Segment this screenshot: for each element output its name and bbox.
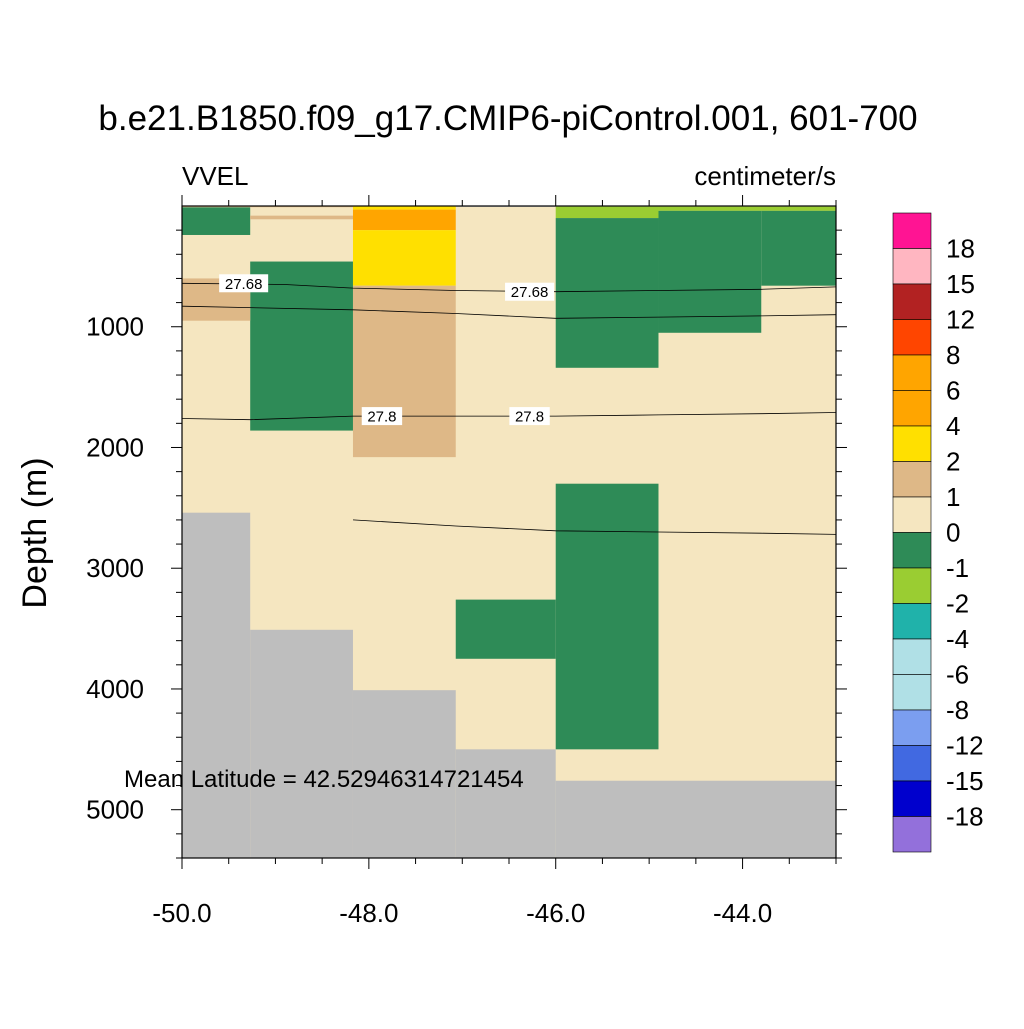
- colorbar-label: 8: [946, 340, 960, 370]
- bathymetry-block-3: [455, 749, 556, 858]
- axes: -50.0 -48.0 -46.0 -44.0 1000 2000 3000 4000 5000: [86, 195, 847, 928]
- colorbar-box-12: [892, 638, 932, 675]
- bathymetry-block-2: [352, 690, 456, 858]
- contour-cell-2: [182, 206, 353, 208]
- colorbar-box-3: [892, 319, 932, 356]
- contour-cell-6: [352, 209, 456, 231]
- contour-cell-1: [250, 215, 353, 220]
- bathymetry-block-4: [555, 780, 836, 858]
- isoline-label-box-2: [361, 407, 403, 426]
- x-tick-label: -44.0: [713, 898, 772, 928]
- colorbar-box-6: [892, 425, 932, 462]
- colorbar-box-4: [892, 354, 932, 391]
- contour-cell-16: [455, 599, 556, 659]
- colorbar-box-7: [892, 461, 932, 498]
- colorbar-label: -12: [946, 731, 984, 761]
- colorbar-label: 1: [946, 482, 960, 512]
- contour-cell-5: [352, 206, 456, 210]
- contour-cell-15: [555, 483, 659, 750]
- density-isoline-1: [182, 305, 836, 319]
- colorbar-box-5: [892, 390, 932, 427]
- colorbar-label: -18: [946, 802, 984, 832]
- isoline-label-0: 27.68: [225, 276, 263, 293]
- x-tick-label: -46.0: [526, 898, 585, 928]
- colorbar-label: -2: [946, 589, 969, 619]
- colorbar-label: 6: [946, 376, 960, 406]
- colorbar-label: -15: [946, 766, 984, 796]
- colorbar-box-2: [892, 283, 932, 320]
- chart-title: b.e21.B1850.f09_g17.CMIP6-piControl.001,…: [98, 99, 917, 138]
- isoline-label-3: 27.8: [515, 409, 544, 426]
- isoline-label-2: 27.8: [367, 409, 396, 426]
- colorbar-box-8: [892, 496, 932, 533]
- y-tick-label: 4000: [86, 674, 144, 704]
- units-label: centimeter/s: [694, 161, 836, 191]
- colorbar-label: -6: [946, 660, 969, 690]
- density-isoline-2: [182, 412, 836, 421]
- colorbar-box-10: [892, 567, 932, 604]
- colorbar-box-13: [892, 674, 932, 711]
- x-tick-label: -48.0: [339, 898, 398, 928]
- colorbar-box-9: [892, 532, 932, 569]
- contour-cell-12: [555, 218, 659, 368]
- contour-cell-10: [555, 206, 659, 219]
- colorbar-label: 2: [946, 447, 960, 477]
- contour-cell-14: [761, 210, 836, 286]
- colorbar-label: 15: [946, 269, 975, 299]
- x-tick-label: -50.0: [152, 898, 211, 928]
- contour-cell-8: [352, 285, 456, 458]
- isoline-label-box-0: [219, 274, 269, 293]
- variable-label: VVEL: [182, 161, 249, 191]
- plot-area: 27.68 27.68 27.8 27.8: [182, 206, 836, 858]
- y-tick-label: 1000: [86, 312, 144, 342]
- y-tick-label: 2000: [86, 432, 144, 462]
- mean-latitude-annotation: Mean Latitude = 42.52946314721454: [124, 766, 524, 793]
- bathymetry-block-1: [250, 629, 353, 858]
- colorbar-box-16: [892, 780, 932, 817]
- colorbar-box-17: [892, 816, 932, 853]
- colorbar-box-14: [892, 709, 932, 746]
- y-axis-label: Depth (m): [16, 457, 54, 608]
- colorbar-label: -8: [946, 695, 969, 725]
- contour-cell-0: [182, 207, 251, 235]
- colorbar-box-1: [892, 248, 932, 285]
- colorbar-label: 12: [946, 305, 975, 335]
- colorbar-label: -1: [946, 553, 969, 583]
- y-tick-label: 3000: [86, 553, 144, 583]
- y-tick-label: 5000: [86, 795, 144, 825]
- colorbar-label: 0: [946, 518, 960, 548]
- isoline-label-box-1: [505, 282, 555, 301]
- contour-cell-7: [352, 230, 456, 286]
- contour-cell-13: [658, 210, 762, 333]
- colorbar-box-15: [892, 745, 932, 782]
- isoline-label-box-3: [509, 407, 550, 426]
- colorbar-label: 18: [946, 234, 975, 264]
- isoline-label-1: 27.68: [511, 284, 549, 301]
- contour-cell-11: [658, 206, 836, 211]
- colorbar-label: -4: [946, 624, 969, 654]
- colorbar: 18 15 12 8 6 4 2 1 0 -1 -2 -4 -6 -8 -12 -15 -18: [892, 212, 984, 853]
- colorbar-box-0: [892, 212, 932, 249]
- density-isoline-3: [352, 519, 836, 535]
- bathymetry-block-0: [182, 512, 251, 858]
- colorbar-label: 4: [946, 411, 960, 441]
- colorbar-box-11: [892, 603, 932, 640]
